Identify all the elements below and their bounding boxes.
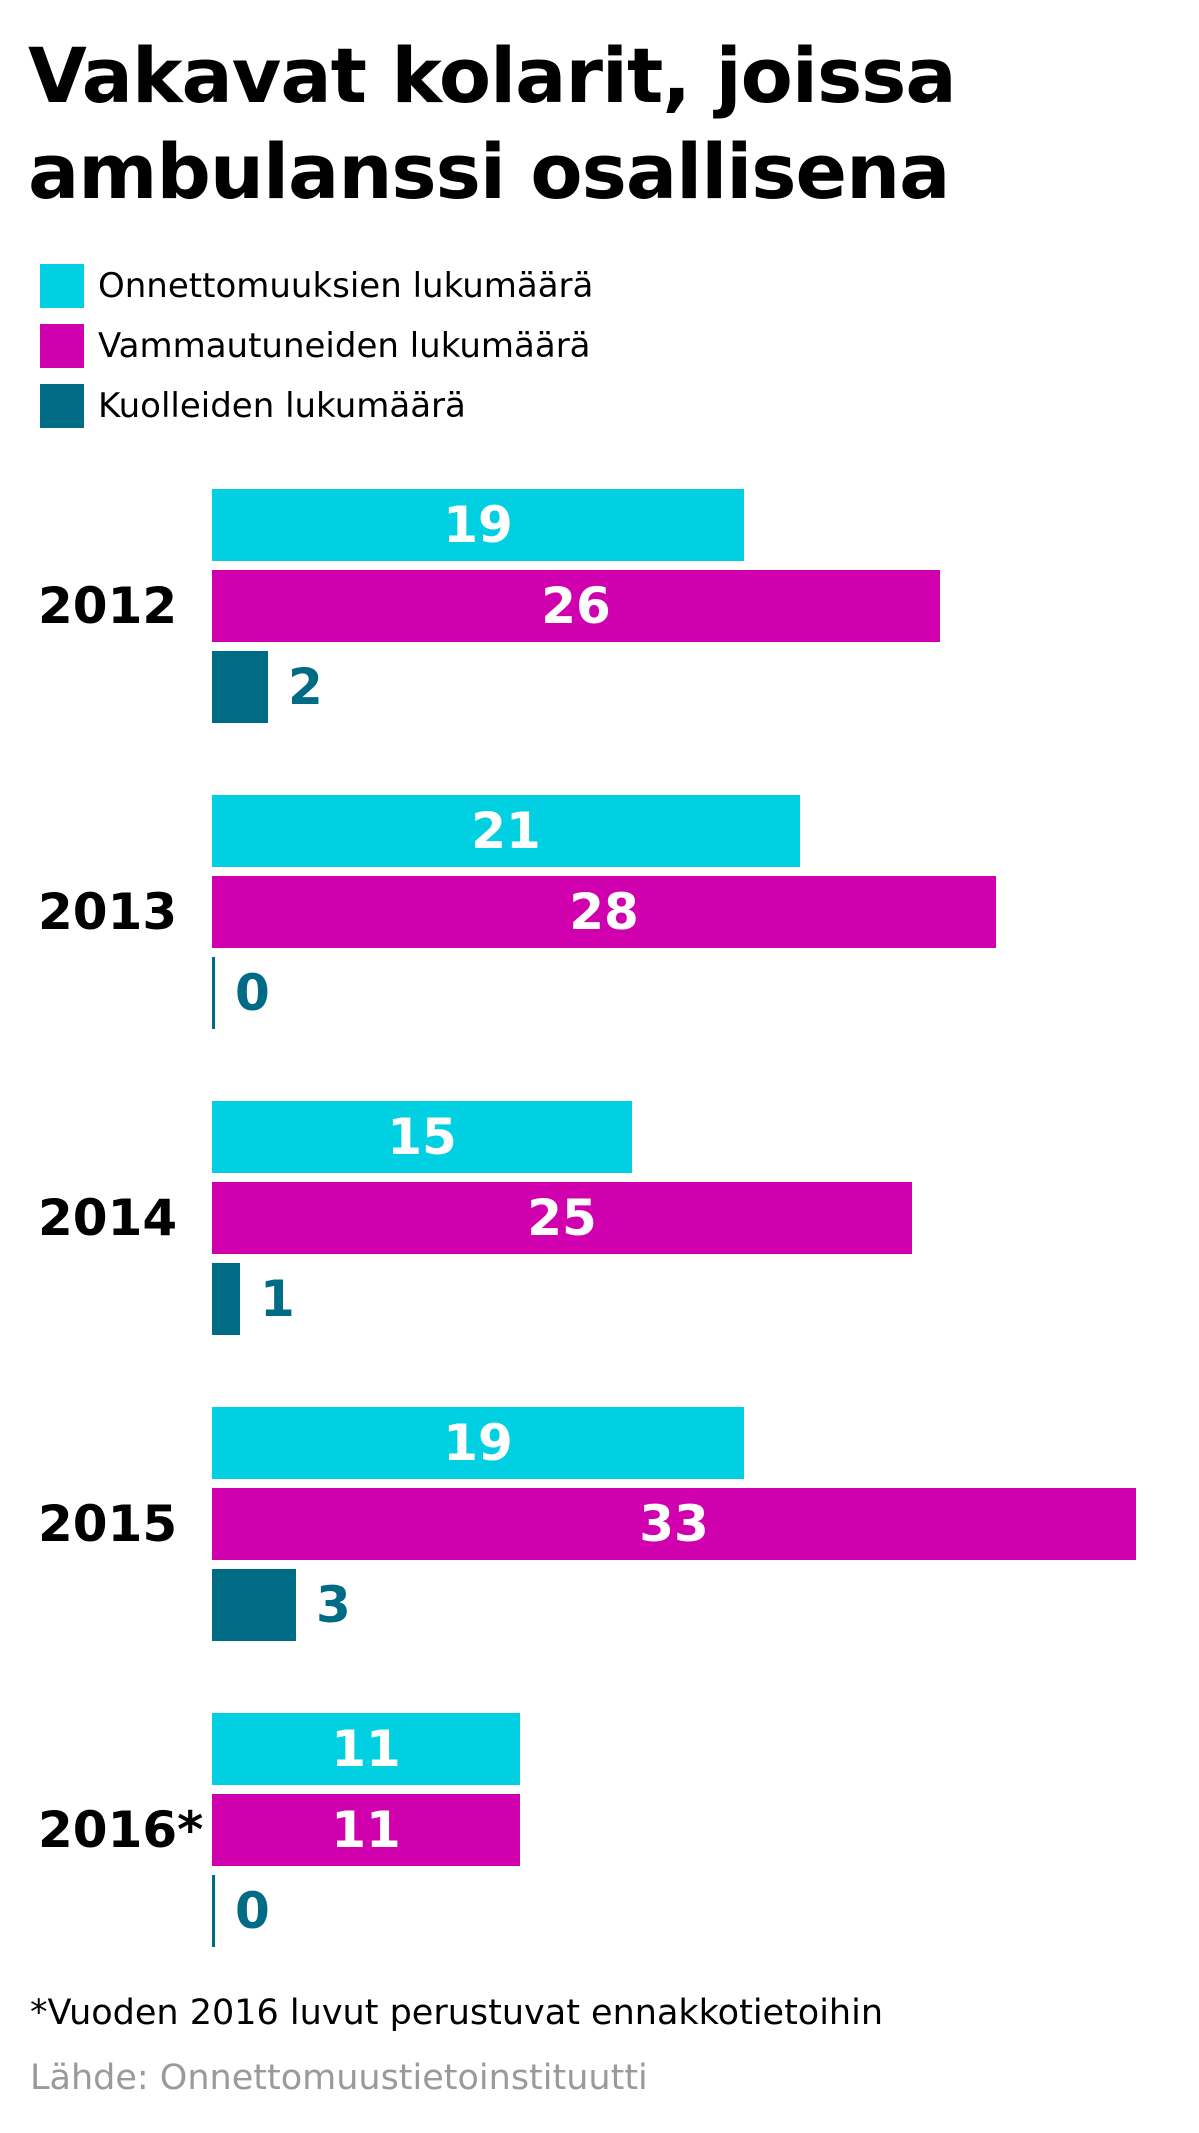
legend-label-vammautuneet: Vammautuneiden lukumäärä <box>98 326 591 366</box>
legend-label-kuolleet: Kuolleiden lukumäärä <box>98 386 466 426</box>
category-label-2015: 2015 <box>38 1495 177 1553</box>
data-label-vammautuneet-2016: 11 <box>331 1801 401 1859</box>
bar-kuolleet-2015 <box>212 1569 296 1641</box>
data-label-kuolleet-2013: 0 <box>235 964 270 1022</box>
data-label-kuolleet-2014: 1 <box>260 1270 295 1328</box>
data-label-vammautuneet-2015: 33 <box>639 1495 709 1553</box>
data-label-onnettomuudet-2013: 21 <box>471 802 541 860</box>
bar-kuolleet-2014 <box>212 1263 240 1335</box>
bar-onnettomuudet-2014 <box>212 1101 632 1173</box>
legend-swatch-onnettomuudet <box>40 264 84 308</box>
bar-vammautuneet-2015 <box>212 1488 1136 1560</box>
bar-vammautuneet-2012 <box>212 570 940 642</box>
data-label-onnettomuudet-2015: 19 <box>443 1414 513 1472</box>
bar-kuolleet-2016 <box>212 1875 215 1947</box>
legend-swatch-vammautuneet <box>40 324 84 368</box>
bar-onnettomuudet-2015 <box>212 1407 744 1479</box>
data-label-kuolleet-2012: 2 <box>288 658 323 716</box>
bar-vammautuneet-2014 <box>212 1182 912 1254</box>
category-label-2016: 2016* <box>38 1801 203 1859</box>
category-label-2013: 2013 <box>38 883 177 941</box>
chart-legend: Onnettomuuksien lukumäärä Vammautuneiden… <box>40 256 593 436</box>
chart-source: Lähde: Onnettomuustietoinstituutti <box>30 2058 648 2098</box>
data-label-kuolleet-2015: 3 <box>316 1576 351 1634</box>
data-label-kuolleet-2016: 0 <box>235 1882 270 1940</box>
legend-label-onnettomuudet: Onnettomuuksien lukumäärä <box>98 266 594 306</box>
data-label-onnettomuudet-2014: 15 <box>387 1108 457 1166</box>
bar-onnettomuudet-2016 <box>212 1713 520 1785</box>
category-label-2014: 2014 <box>38 1189 177 1247</box>
data-label-vammautuneet-2014: 25 <box>527 1189 597 1247</box>
data-label-vammautuneet-2013: 28 <box>569 883 639 941</box>
data-label-onnettomuudet-2012: 19 <box>443 496 513 554</box>
legend-swatch-kuolleet <box>40 384 84 428</box>
chart-footnote: *Vuoden 2016 luvut perustuvat ennakkotie… <box>30 1993 884 2033</box>
category-label-2012: 2012 <box>38 577 177 635</box>
legend-item-kuolleet: Kuolleiden lukumäärä <box>40 376 593 436</box>
data-label-vammautuneet-2012: 26 <box>541 577 611 635</box>
bar-kuolleet-2013 <box>212 957 215 1029</box>
chart-title: Vakavat kolarit, joissa ambulanssi osall… <box>28 31 957 216</box>
bar-vammautuneet-2013 <box>212 876 996 948</box>
bar-onnettomuudet-2012 <box>212 489 744 561</box>
bar-onnettomuudet-2013 <box>212 795 800 867</box>
legend-item-onnettomuudet: Onnettomuuksien lukumäärä <box>40 256 593 316</box>
legend-item-vammautuneet: Vammautuneiden lukumäärä <box>40 316 593 376</box>
bar-vammautuneet-2016 <box>212 1794 520 1866</box>
bar-kuolleet-2012 <box>212 651 268 723</box>
data-label-onnettomuudet-2016: 11 <box>331 1720 401 1778</box>
